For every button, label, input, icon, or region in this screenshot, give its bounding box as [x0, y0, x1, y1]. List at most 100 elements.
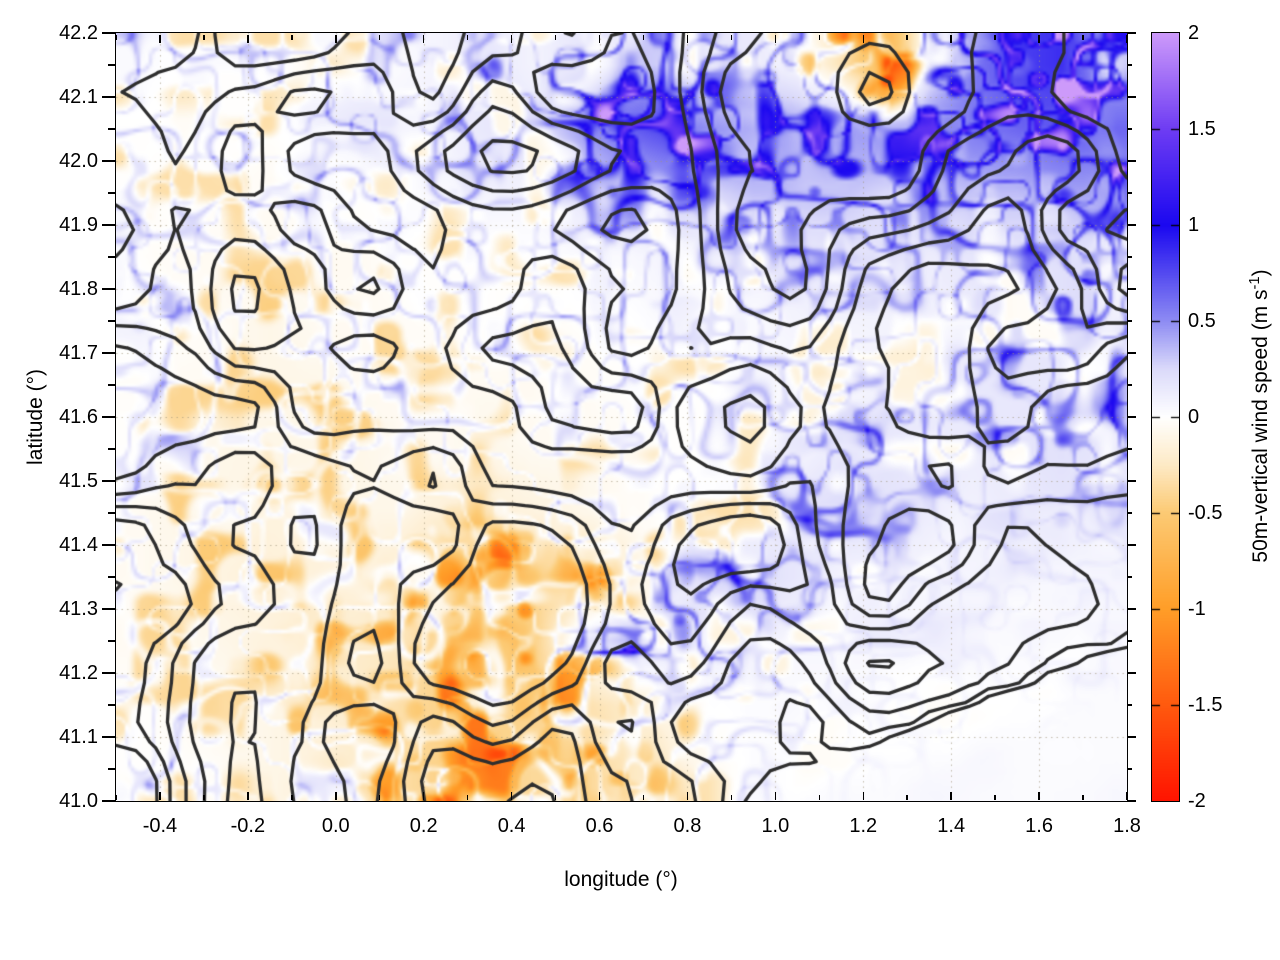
- x-axis-tick: [510, 34, 513, 43]
- y-axis-tick: [1127, 256, 1132, 258]
- y-axis-tick: [1127, 192, 1132, 194]
- x-axis-tick: [335, 791, 337, 800]
- colorbar-canvas: [1152, 33, 1179, 801]
- x-tick-label: 0.0: [321, 815, 350, 837]
- x-axis-tick: [994, 34, 996, 40]
- x-axis-tick: [598, 791, 601, 800]
- y-axis-tick: [1127, 448, 1132, 450]
- x-tick-label: -0.2: [230, 815, 266, 837]
- x-axis-tick: [818, 794, 821, 800]
- colorbar-frame: [1151, 32, 1180, 802]
- y-axis-tick: [102, 672, 116, 674]
- x-axis-tick: [203, 34, 205, 40]
- x-tick-label: 1.6: [1025, 815, 1053, 837]
- y-axis-tick: [108, 576, 116, 578]
- x-axis-tick: [1082, 34, 1084, 40]
- x-axis-tick: [247, 791, 249, 800]
- y-tick-label: 41.7: [59, 342, 98, 364]
- x-axis-tick: [686, 791, 689, 800]
- y-axis-tick: [1127, 416, 1136, 418]
- x-axis-title: longitude (°): [564, 868, 678, 891]
- colorbar-title: 50m-vertical wind speed (m s-1): [1241, 196, 1272, 636]
- colorbar-tick-label: 1: [1188, 214, 1200, 236]
- y-axis-tick: [102, 800, 116, 802]
- y-axis-tick: [108, 192, 116, 194]
- x-axis-tick: [554, 794, 557, 800]
- y-axis-tick: [102, 736, 116, 738]
- x-axis-tick: [378, 34, 381, 40]
- y-tick-label: 41.6: [59, 406, 98, 428]
- x-axis-tick: [466, 34, 469, 40]
- colorbar-tick-label: -2: [1188, 790, 1206, 812]
- x-axis-tick: [642, 794, 645, 800]
- colorbar-title-end: ): [1249, 269, 1272, 277]
- x-axis-tick: [774, 34, 777, 43]
- x-axis-tick: [906, 34, 908, 40]
- x-axis-tick: [510, 791, 513, 800]
- y-tick-label: 41.3: [59, 598, 98, 620]
- y-axis-tick: [108, 320, 116, 322]
- x-axis-tick: [554, 34, 557, 40]
- y-tick-label: 42.1: [59, 86, 98, 108]
- x-tick-label: 0.2: [409, 815, 438, 837]
- y-axis-tick: [1127, 320, 1132, 322]
- y-axis-tick: [108, 512, 116, 514]
- x-axis-tick: [1126, 791, 1128, 800]
- x-axis-tick: [159, 34, 161, 43]
- y-axis-tick: [1127, 64, 1132, 66]
- y-axis-tick: [102, 608, 116, 610]
- colorbar-tick-label: -1: [1188, 598, 1206, 620]
- y-axis-tick: [1127, 512, 1132, 514]
- x-tick-label: -0.4: [142, 815, 178, 837]
- y-axis-tick: [1127, 608, 1136, 610]
- y-tick-label: 41.1: [59, 726, 98, 748]
- y-axis-tick: [1127, 288, 1136, 290]
- y-tick-label: 41.5: [59, 470, 98, 492]
- colorbar-tick-label: 2: [1188, 22, 1200, 44]
- x-axis-tick: [115, 34, 117, 40]
- x-axis-tick: [422, 34, 425, 43]
- x-axis-tick: [466, 794, 469, 800]
- x-axis-tick: [422, 791, 425, 800]
- x-axis-tick: [335, 34, 337, 43]
- y-axis-tick: [1127, 32, 1136, 34]
- colorbar-tick-label: -0.5: [1188, 502, 1223, 524]
- x-axis-tick: [1126, 34, 1128, 43]
- y-axis-tick: [108, 640, 116, 642]
- colorbar-title-sup: -1: [1247, 276, 1263, 290]
- y-axis-tick: [108, 128, 116, 130]
- x-tick-label: 1.8: [1113, 815, 1141, 837]
- x-axis-tick: [906, 794, 908, 800]
- colorbar-tick-label: -1.5: [1188, 694, 1223, 716]
- y-axis-tick: [108, 448, 116, 450]
- y-axis-tick: [1127, 736, 1136, 738]
- x-axis-tick: [291, 794, 293, 800]
- y-axis-tick: [102, 416, 116, 418]
- colorbar-tick-label: 0: [1188, 406, 1200, 428]
- y-axis-tick: [1127, 224, 1136, 226]
- x-axis-tick: [291, 34, 293, 40]
- x-axis-tick: [862, 791, 864, 800]
- y-tick-label: 41.8: [59, 278, 98, 300]
- x-tick-label: 1.0: [761, 815, 790, 837]
- y-axis-tick: [1127, 96, 1136, 98]
- y-axis-tick: [108, 64, 116, 66]
- y-axis-tick: [1127, 576, 1132, 578]
- y-axis-title: latitude (°): [24, 369, 47, 465]
- x-tick-label: 1.2: [849, 815, 878, 837]
- y-axis-tick: [1127, 704, 1132, 706]
- colorbar-title-main: 50m-vertical wind speed (m s: [1249, 289, 1272, 563]
- x-axis-tick: [203, 794, 205, 800]
- y-tick-label: 41.2: [59, 662, 98, 684]
- y-axis-tick: [1127, 128, 1132, 130]
- y-axis-tick: [1127, 384, 1132, 386]
- x-axis-tick: [950, 34, 952, 43]
- y-axis-tick: [1127, 160, 1136, 162]
- x-tick-label: 0.4: [497, 815, 526, 837]
- y-axis-tick: [102, 544, 116, 546]
- x-axis-tick: [598, 34, 601, 43]
- y-tick-label: 41.0: [59, 790, 98, 812]
- y-axis-tick: [1127, 352, 1136, 354]
- y-axis-tick: [1127, 672, 1136, 674]
